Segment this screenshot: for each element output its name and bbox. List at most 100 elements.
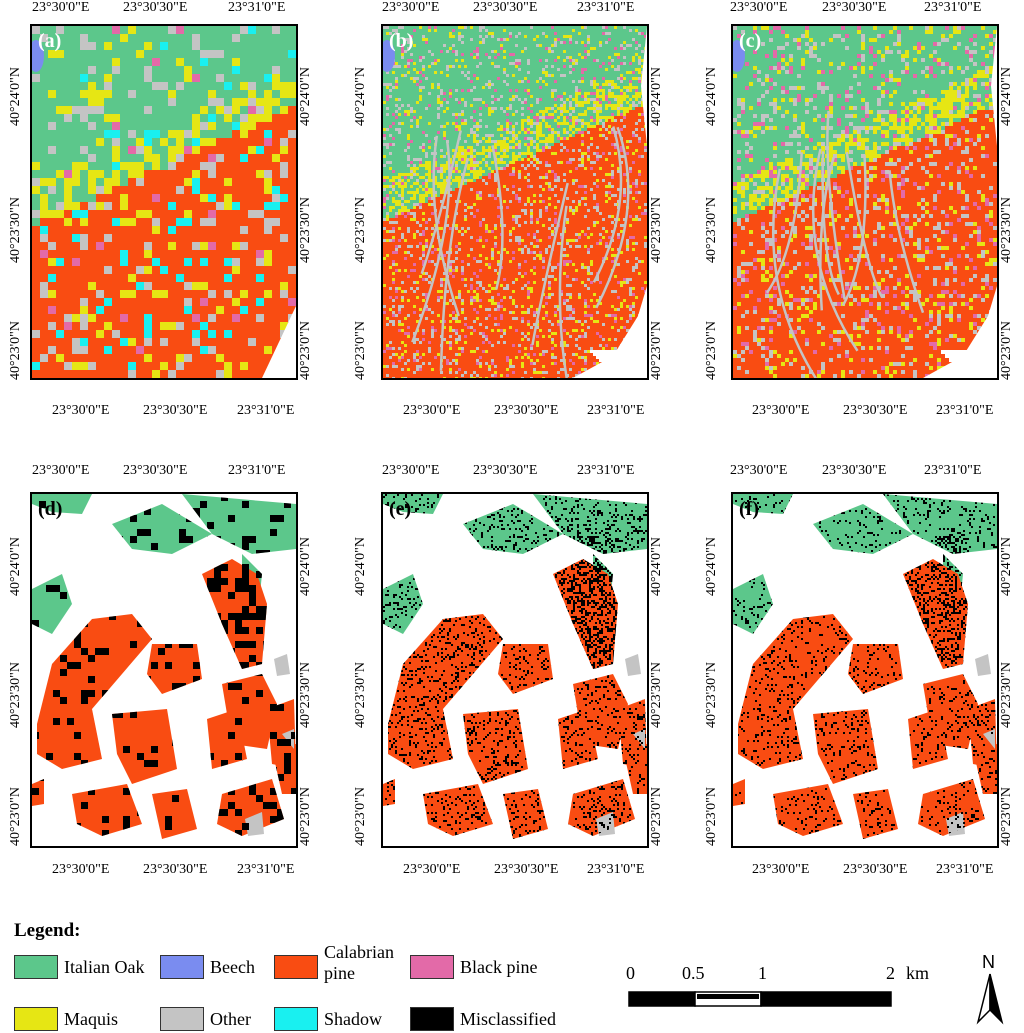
panel-label: (a) [38, 30, 61, 53]
bottom-tick: 23°30'0"E [52, 862, 109, 878]
north-label: N [982, 952, 995, 973]
top-tick: 23°30'0"E [382, 0, 439, 16]
legend-item-other: Other [160, 1007, 251, 1031]
legend-label: Italian Oak [64, 957, 144, 978]
top-tick: 23°31'0"E [577, 463, 634, 479]
top-tick: 23°31'0"E [577, 0, 634, 16]
map-d-raster [32, 494, 296, 839]
lat-tick: 40°23'30"N [8, 662, 24, 728]
swatch-black-pine [410, 955, 454, 979]
lat-tick: 40°23'0"N [353, 321, 369, 380]
panel-label: (e) [389, 498, 411, 521]
map-panel-e: (e) [381, 492, 649, 848]
panel-label: (d) [38, 498, 62, 521]
legend-item-misclassified: Misclassified [410, 1007, 556, 1031]
scale-label-0-5: 0.5 [682, 963, 705, 984]
legend-title: Legend: [14, 920, 81, 942]
bottom-tick: 23°30'0"E [752, 403, 809, 419]
top-tick: 23°30'0"E [32, 463, 89, 479]
top-tick: 23°30'0"E [32, 0, 89, 16]
scale-unit: km [906, 963, 929, 984]
lat-tick: 40°24'0"N [8, 537, 24, 596]
lat-tick: 40°24'0"N [649, 67, 665, 126]
panel-label: (f) [739, 498, 759, 521]
lat-tick: 40°23'0"N [298, 321, 314, 380]
legend-label: Misclassified [460, 1009, 556, 1030]
bottom-tick: 23°31'0"E [237, 862, 294, 878]
top-tick: 23°31'0"E [228, 0, 285, 16]
legend-item-beech: Beech [160, 955, 255, 979]
top-tick: 23°30'30"E [473, 0, 537, 16]
map-panel-f: (f) [731, 492, 999, 848]
lat-tick: 40°23'30"N [649, 662, 665, 728]
scale-label-0: 0 [626, 963, 635, 984]
bottom-tick: 23°30'30"E [143, 403, 207, 419]
legend-label: Shadow [324, 1009, 382, 1030]
bottom-tick: 23°30'0"E [52, 403, 109, 419]
scale-label-2: 2 [886, 963, 895, 984]
lat-tick: 40°23'0"N [999, 321, 1015, 380]
bottom-tick: 23°30'30"E [843, 862, 907, 878]
bottom-tick: 23°30'0"E [403, 862, 460, 878]
north-arrow-icon [976, 973, 1004, 1025]
top-tick: 23°30'30"E [822, 0, 886, 16]
legend-label: Beech [210, 957, 255, 978]
bottom-tick: 23°31'0"E [587, 403, 644, 419]
lat-tick: 40°24'0"N [999, 537, 1015, 596]
bottom-tick: 23°30'30"E [494, 862, 558, 878]
lat-tick: 40°23'0"N [704, 321, 720, 380]
swatch-calabrian-pine [274, 955, 318, 979]
lat-tick: 40°24'0"N [999, 67, 1015, 126]
map-f-raster [733, 494, 997, 839]
panel-label: (c) [739, 30, 761, 53]
scale-bar [628, 991, 892, 1007]
lat-tick: 40°23'0"N [353, 787, 369, 846]
bottom-tick: 23°30'0"E [403, 403, 460, 419]
legend-item-black-pine: Black pine [410, 955, 537, 979]
top-tick: 23°30'30"E [123, 0, 187, 16]
map-b-raster [383, 26, 647, 378]
top-tick: 23°31'0"E [924, 463, 981, 479]
top-tick: 23°30'0"E [730, 463, 787, 479]
lat-tick: 40°23'30"N [298, 197, 314, 263]
bottom-tick: 23°31'0"E [936, 862, 993, 878]
lat-tick: 40°23'30"N [649, 197, 665, 263]
lat-tick: 40°23'30"N [999, 662, 1015, 728]
legend-label-line2: pine [324, 963, 394, 984]
swatch-other [160, 1007, 204, 1031]
top-tick: 23°30'0"E [382, 463, 439, 479]
lat-tick: 40°23'0"N [8, 787, 24, 846]
map-panel-b: (b) [381, 24, 649, 380]
panel-label: (b) [389, 30, 413, 53]
top-tick: 23°30'30"E [822, 463, 886, 479]
lat-tick: 40°23'30"N [353, 197, 369, 263]
legend-label: Maquis [64, 1009, 118, 1030]
top-tick: 23°30'0"E [730, 0, 787, 16]
scale-label-1: 1 [758, 963, 767, 984]
lat-tick: 40°23'0"N [704, 787, 720, 846]
map-panel-d: (d) [30, 492, 298, 848]
lat-tick: 40°23'0"N [298, 787, 314, 846]
bottom-tick: 23°31'0"E [587, 862, 644, 878]
top-tick: 23°30'30"E [473, 463, 537, 479]
legend-item-italian-oak: Italian Oak [14, 955, 144, 979]
legend-label: Black pine [460, 957, 537, 978]
swatch-shadow [274, 1007, 318, 1031]
swatch-misclassified [410, 1007, 454, 1031]
bottom-tick: 23°31'0"E [936, 403, 993, 419]
lat-tick: 40°24'0"N [353, 537, 369, 596]
lat-tick: 40°24'0"N [8, 67, 24, 126]
lat-tick: 40°23'30"N [999, 197, 1015, 263]
lat-tick: 40°24'0"N [649, 537, 665, 596]
lat-tick: 40°23'30"N [8, 197, 24, 263]
lat-tick: 40°24'0"N [704, 67, 720, 126]
lat-tick: 40°23'0"N [649, 787, 665, 846]
lat-tick: 40°23'0"N [999, 787, 1015, 846]
lat-tick: 40°23'30"N [353, 662, 369, 728]
lat-tick: 40°24'0"N [298, 67, 314, 126]
bottom-tick: 23°30'30"E [843, 403, 907, 419]
top-tick: 23°30'30"E [123, 463, 187, 479]
lat-tick: 40°23'30"N [704, 197, 720, 263]
bottom-tick: 23°30'30"E [494, 403, 558, 419]
map-panel-c: (c) [731, 24, 999, 380]
